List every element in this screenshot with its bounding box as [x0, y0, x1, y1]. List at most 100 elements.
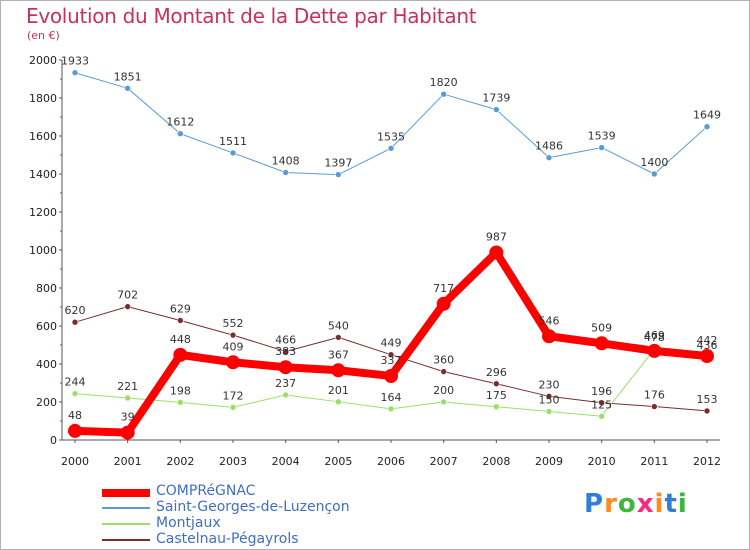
legend-label: Saint-Georges-de-Luzençon: [156, 499, 350, 515]
series-layer: [68, 69, 714, 440]
data-point: [545, 392, 553, 400]
data-point: [493, 380, 500, 388]
x-tick-label: 2008: [482, 455, 510, 468]
y-tick-label: 1000: [29, 244, 57, 257]
data-point: [282, 391, 289, 399]
data-label: 1649: [693, 109, 721, 122]
data-label: 1400: [640, 156, 668, 169]
data-point: [545, 408, 553, 415]
data-label: 201: [328, 384, 349, 397]
y-tick-label: 800: [36, 282, 57, 295]
data-point: [493, 106, 500, 113]
data-point: [331, 363, 346, 378]
data-label: 620: [65, 304, 86, 317]
y-tick-label: 400: [36, 358, 57, 371]
data-label: 176: [644, 389, 665, 402]
data-point: [598, 399, 605, 407]
data-label: 244: [65, 376, 86, 389]
data-point: [229, 404, 237, 411]
data-point: [282, 348, 289, 355]
x-tick-label: 2001: [114, 455, 142, 468]
data-point: [440, 368, 447, 375]
data-point: [387, 405, 395, 413]
data-point: [440, 398, 447, 406]
data-label: 153: [697, 393, 718, 406]
data-label: 442: [697, 334, 718, 347]
y-tick-label: 0: [50, 434, 57, 447]
data-label: 1397: [324, 157, 352, 170]
x-tick-label: 2004: [272, 455, 300, 468]
x-tick-label: 2000: [61, 455, 89, 468]
data-label: 230: [539, 378, 560, 391]
data-label: 200: [433, 384, 454, 397]
data-point: [387, 145, 395, 152]
data-label: 409: [223, 340, 244, 353]
x-tick-label: 2006: [377, 455, 405, 468]
y-tick-label: 2000: [29, 54, 57, 67]
data-label: 296: [486, 366, 507, 379]
data-label: 717: [433, 282, 454, 295]
data-point: [647, 343, 662, 358]
legend-label: Montjaux: [156, 515, 221, 531]
x-tick-label: 2002: [166, 455, 194, 468]
data-point: [278, 360, 293, 375]
proxiti-logo: Proxiti: [584, 489, 688, 519]
data-label: 337: [381, 354, 402, 367]
data-label: 552: [223, 317, 244, 330]
data-point: [71, 69, 79, 77]
data-label: 1535: [377, 130, 405, 143]
data-label: 540: [328, 319, 349, 332]
data-label: 1408: [272, 154, 300, 167]
data-point: [68, 423, 82, 438]
data-label: 125: [591, 398, 612, 411]
y-tick-label: 1600: [29, 130, 57, 143]
x-tick-label: 2010: [588, 455, 616, 468]
legend-swatch-castelnau: [102, 539, 150, 541]
data-point: [177, 399, 184, 406]
data-label: 196: [591, 385, 612, 398]
legend-swatch-compregnac: [102, 489, 150, 497]
data-point: [594, 336, 609, 351]
data-label: 367: [328, 348, 349, 361]
data-label: 1486: [535, 140, 563, 153]
data-point: [335, 334, 342, 341]
data-label: 1739: [482, 92, 510, 105]
data-point: [493, 403, 500, 411]
data-label: 1612: [166, 116, 194, 129]
data-point: [120, 425, 135, 440]
data-point: [440, 90, 447, 98]
data-label: 164: [381, 391, 402, 404]
data-label: 448: [170, 333, 191, 346]
data-point: [282, 169, 289, 176]
data-label: 221: [117, 380, 138, 393]
x-tick-label: 2005: [324, 455, 352, 468]
data-label: 198: [170, 384, 191, 397]
x-tick-label: 2012: [693, 455, 721, 468]
data-label: 383: [275, 345, 296, 358]
logo-letter: r: [604, 489, 618, 519]
line-chart: 0 200 400 600 800 1000 1200 1400 1600 1800 2000 200…: [29, 54, 721, 468]
data-label: 150: [539, 394, 560, 407]
data-point: [177, 130, 184, 138]
data-point: [703, 123, 711, 130]
axes: 0 200 400 600 800 1000 1200 1400 1600 1800 2000 200…: [29, 54, 721, 468]
legend-label: COMPRéGNAC: [156, 483, 256, 499]
data-label: 1539: [588, 130, 616, 143]
data-point: [335, 171, 342, 178]
data-point: [71, 318, 79, 326]
data-label: 48: [68, 409, 82, 422]
data-label: 237: [275, 377, 296, 390]
data-label: 509: [591, 321, 612, 334]
y-tick-label: 1400: [29, 168, 57, 181]
data-label: 1851: [114, 70, 142, 83]
legend-swatch-montjaux: [102, 523, 150, 525]
x-tick-label: 2011: [640, 455, 668, 468]
data-label: 436: [697, 339, 718, 352]
data-point: [703, 407, 711, 415]
data-point: [173, 347, 188, 362]
y-tick-label: 600: [36, 320, 57, 333]
data-point: [387, 351, 395, 358]
data-point: [651, 403, 658, 410]
data-point: [124, 394, 131, 402]
data-point: [335, 398, 342, 406]
